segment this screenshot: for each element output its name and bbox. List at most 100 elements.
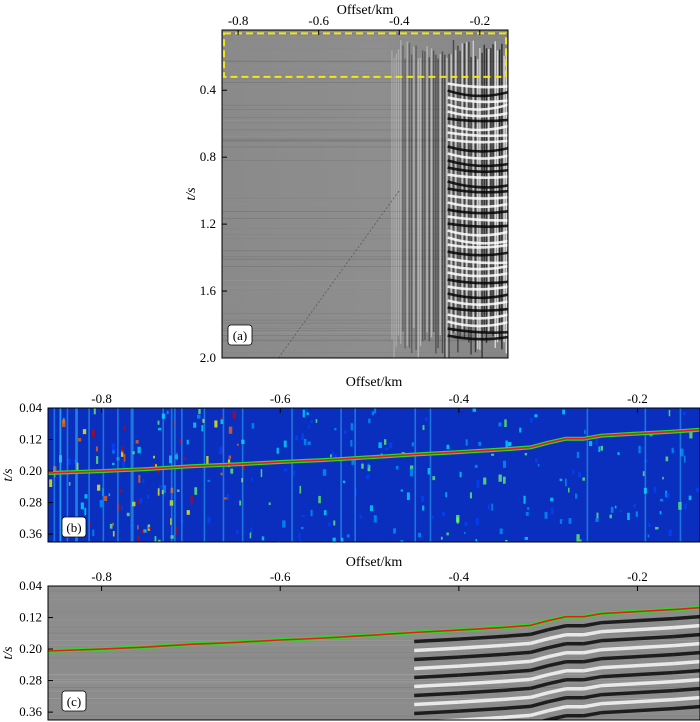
heat-speck [260,469,263,478]
heat-speck [299,539,302,542]
heat-speck [491,503,493,511]
texture-event [547,633,567,641]
heat-speck [373,408,377,414]
texture-event [583,710,603,718]
heat-stripe [132,408,134,542]
texture-trace [391,50,393,340]
panel-c-x-tick-label: -0.8 [91,569,112,584]
heat-speck [53,472,56,478]
texture-trace [505,51,507,354]
heat-speck [642,471,645,477]
heat-speck [49,479,53,487]
texture-trace [476,59,479,350]
texture-trace [430,48,433,338]
heat-speck [491,453,495,456]
heat-speck [562,409,566,415]
heat-speck [464,521,468,526]
heat-speck [158,485,162,489]
heat-speck [148,526,152,530]
texture-event [637,679,674,686]
heat-speck [498,422,502,427]
texture-trace [492,44,494,337]
heat-speck [350,439,353,447]
texture-event [583,674,603,682]
heat-speck [383,439,387,445]
heat-speck [221,449,224,453]
panel-a-frame [221,29,509,359]
heat-speck [176,489,180,492]
texture-event [637,670,674,677]
heat-stripe [117,408,119,542]
heat-stripe [170,408,173,542]
heat-speck [568,518,572,524]
texture-event [637,634,674,641]
texture-event [601,654,638,661]
heat-speck [132,501,136,507]
texture-event [503,668,531,675]
heat-speck [469,492,473,499]
texture-event [637,697,674,704]
heat-speck [350,423,354,431]
heat-speck [220,472,223,476]
panel-a-seismic-texture [222,33,508,358]
texture-trace [428,57,430,342]
heat-speck [164,485,166,493]
heat-speck [170,487,174,494]
panel-c-y-ticks: 0.04 0.12 0.20 0.28 0.36 [19,578,53,719]
heat-speck [483,477,487,485]
texture-event [583,701,603,709]
heat-speck [459,471,462,478]
heat-speck [330,454,332,458]
heat-speck [142,479,145,484]
heat-speck [422,505,425,511]
heat-speck [206,455,209,464]
texture-trace [481,52,483,358]
heat-speck [578,471,582,478]
heat-speck [182,457,187,460]
texture-diagonal [278,190,400,358]
texture-event [458,697,504,704]
heat-stripe [53,408,56,542]
heat-speck [446,532,449,536]
heat-speck [300,526,304,530]
heat-speck [93,408,96,415]
heat-speck [126,512,130,517]
heat-speck [68,482,71,486]
panel-a-y-tick-label: 1.2 [200,216,216,231]
heat-speck [112,531,115,537]
heat-speck [504,419,507,428]
texture-event [447,117,508,123]
heat-speck [251,423,255,429]
heat-speck [301,433,304,441]
heat-speck [89,524,92,527]
texture-event [583,647,603,655]
heat-speck [120,450,124,457]
texture-trace [406,41,408,346]
texture-event [447,180,508,189]
texture-event [447,208,508,215]
heat-speck [315,419,318,423]
heat-speck [498,474,502,482]
heat-speck [154,536,157,542]
heat-speck [524,536,529,540]
texture-event [503,686,531,693]
heat-speck [559,478,563,481]
texture-trace [448,53,450,358]
texture-event [601,681,638,688]
panel-c-y-tick-label: 0.36 [19,704,42,719]
heat-speck [695,487,699,492]
heat-speck [92,429,95,437]
panel-c-x-tick-label: -0.4 [449,569,470,584]
texture-event [547,687,567,695]
texture-event [547,714,567,720]
texture-event [583,692,603,700]
heat-speck [62,419,66,428]
heat-speck [576,534,580,542]
heat-speck [153,455,155,459]
texture-event [673,632,700,639]
heat-speck [295,435,299,441]
heat-speck [138,474,141,483]
heat-speck [683,455,686,463]
heat-speck [135,440,139,444]
